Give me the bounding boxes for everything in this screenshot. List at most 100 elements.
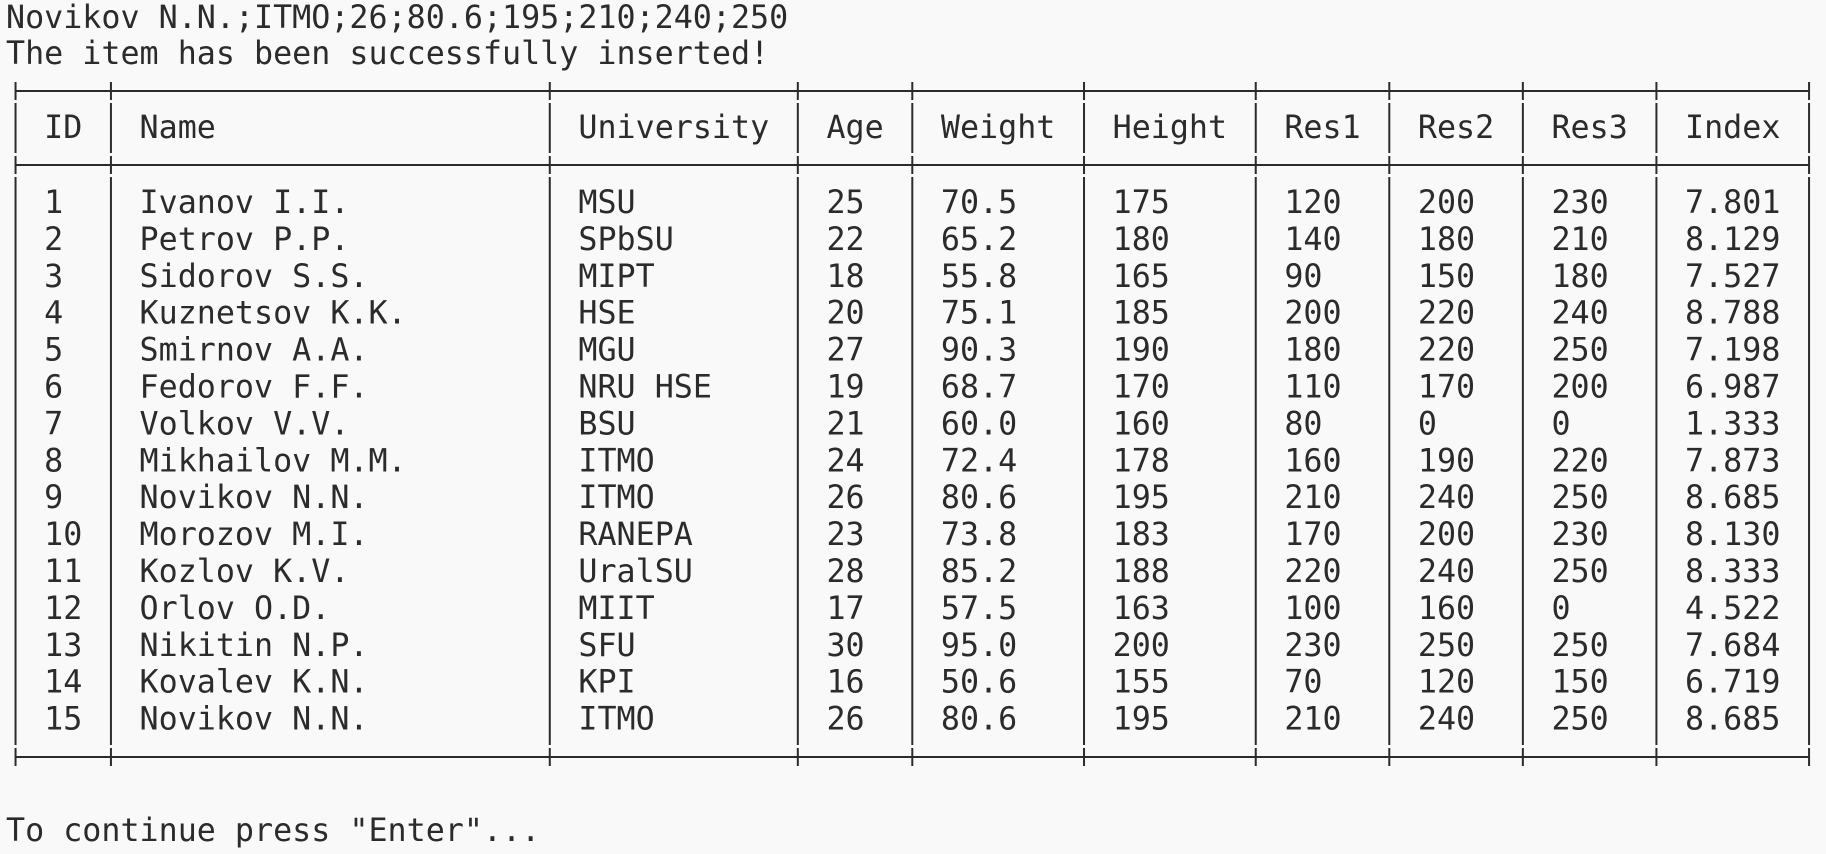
table-cell: 230 — [1551, 517, 1608, 553]
table-cell: 210 — [1284, 480, 1341, 516]
table-cell: 1.333 — [1685, 406, 1780, 442]
table-cell: Volkov V.V. — [140, 406, 350, 442]
table-cell: 24 — [826, 443, 864, 479]
status-message: The item has been successfully inserted! — [6, 36, 769, 72]
table-cell: 220 — [1418, 296, 1475, 332]
table-cell: 23 — [826, 517, 864, 553]
table-cell: 6.719 — [1685, 665, 1780, 701]
table-cell: MIPT — [578, 259, 654, 295]
table-cell: 1 — [44, 185, 63, 221]
table-cell: 210 — [1551, 222, 1608, 258]
table-cell: 15 — [44, 702, 82, 738]
table-cell: 8.129 — [1685, 222, 1780, 258]
table-cell: 240 — [1551, 296, 1608, 332]
table-cell: ITMO — [578, 480, 654, 516]
table-cell: 10 — [44, 517, 82, 553]
table-cell: 7.684 — [1685, 628, 1780, 664]
table-cell: Orlov O.D. — [140, 591, 331, 627]
table-cell: 163 — [1113, 591, 1170, 627]
table-cell: 16 — [826, 665, 864, 701]
table-cell: 8 — [44, 443, 63, 479]
table-cell: 11 — [44, 554, 82, 590]
table-cell: 178 — [1113, 443, 1170, 479]
table-cell: 7.873 — [1685, 443, 1780, 479]
table-cell: 210 — [1284, 702, 1341, 738]
table-cell: 185 — [1113, 296, 1170, 332]
table-cell: Fedorov F.F. — [140, 370, 369, 406]
table-cell: 0 — [1551, 406, 1570, 442]
table-cell: MGU — [578, 333, 635, 369]
table-cell: 19 — [826, 370, 864, 406]
column-header: Res2 — [1418, 110, 1494, 146]
table-cell: 9 — [44, 480, 63, 516]
table-cell: 200 — [1551, 370, 1608, 406]
table-cell: 180 — [1418, 222, 1475, 258]
table-cell: 57.5 — [941, 591, 1017, 627]
table-cell: 180 — [1284, 333, 1341, 369]
table-cell: 70.5 — [941, 185, 1017, 221]
table-cell: 100 — [1284, 591, 1341, 627]
table-cell: 250 — [1551, 333, 1608, 369]
table-cell: 110 — [1284, 370, 1341, 406]
table-cell: 73.8 — [941, 517, 1017, 553]
table-cell: RANEPA — [578, 517, 692, 553]
table-cell: 70 — [1284, 665, 1322, 701]
table-cell: 28 — [826, 554, 864, 590]
table-cell: 190 — [1113, 333, 1170, 369]
table-cell: 140 — [1284, 222, 1341, 258]
table-cell: Kuznetsov K.K. — [140, 296, 407, 332]
table-cell: 183 — [1113, 517, 1170, 553]
continue-prompt: To continue press "Enter"... — [6, 813, 540, 849]
table-cell: 90.3 — [941, 333, 1017, 369]
table-cell: 13 — [44, 628, 82, 664]
table-cell: 80 — [1284, 406, 1322, 442]
table-cell: Morozov M.I. — [140, 517, 369, 553]
table-cell: 250 — [1418, 628, 1475, 664]
table-cell: 230 — [1551, 185, 1608, 221]
table-cell: 7 — [44, 406, 63, 442]
table-cell: 65.2 — [941, 222, 1017, 258]
table-cell: 8.685 — [1685, 480, 1780, 516]
table-cell: 27 — [826, 333, 864, 369]
table-cell: Novikov N.N. — [140, 480, 369, 516]
table-cell: 12 — [44, 591, 82, 627]
table-cell: 3 — [44, 259, 63, 295]
table-cell: 85.2 — [941, 554, 1017, 590]
column-header: Res1 — [1284, 110, 1360, 146]
table-cell: 160 — [1418, 591, 1475, 627]
table-cell: 240 — [1418, 480, 1475, 516]
table-cell: 7.527 — [1685, 259, 1780, 295]
table-cell: 14 — [44, 665, 82, 701]
column-header: Res3 — [1551, 110, 1627, 146]
table-cell: 0 — [1551, 591, 1570, 627]
table-cell: 120 — [1418, 665, 1475, 701]
table-cell: 55.8 — [941, 259, 1017, 295]
column-header: University — [578, 110, 769, 146]
table-cell: 21 — [826, 406, 864, 442]
table-cell: 195 — [1113, 480, 1170, 516]
table-cell: Smirnov A.A. — [140, 333, 369, 369]
table-cell: NRU HSE — [578, 370, 712, 406]
table-cell: 240 — [1418, 702, 1475, 738]
table-cell: 26 — [826, 480, 864, 516]
table-cell: 26 — [826, 702, 864, 738]
table-cell: MIIT — [578, 591, 654, 627]
table-cell: SPbSU — [578, 222, 673, 258]
table-cell: 250 — [1551, 554, 1608, 590]
table-cell: 250 — [1551, 628, 1608, 664]
table-cell: 170 — [1284, 517, 1341, 553]
table-cell: Petrov P.P. — [140, 222, 350, 258]
table-cell: 30 — [826, 628, 864, 664]
table-cell: 160 — [1113, 406, 1170, 442]
table-cell: 8.788 — [1685, 296, 1780, 332]
table-cell: 150 — [1418, 259, 1475, 295]
table-cell: 250 — [1551, 702, 1608, 738]
table-cell: 188 — [1113, 554, 1170, 590]
table-cell: 160 — [1284, 443, 1341, 479]
table-cell: 155 — [1113, 665, 1170, 701]
table-cell: Mikhailov M.M. — [140, 443, 407, 479]
table-cell: 75.1 — [941, 296, 1017, 332]
table-cell: 165 — [1113, 259, 1170, 295]
table-cell: 180 — [1551, 259, 1608, 295]
